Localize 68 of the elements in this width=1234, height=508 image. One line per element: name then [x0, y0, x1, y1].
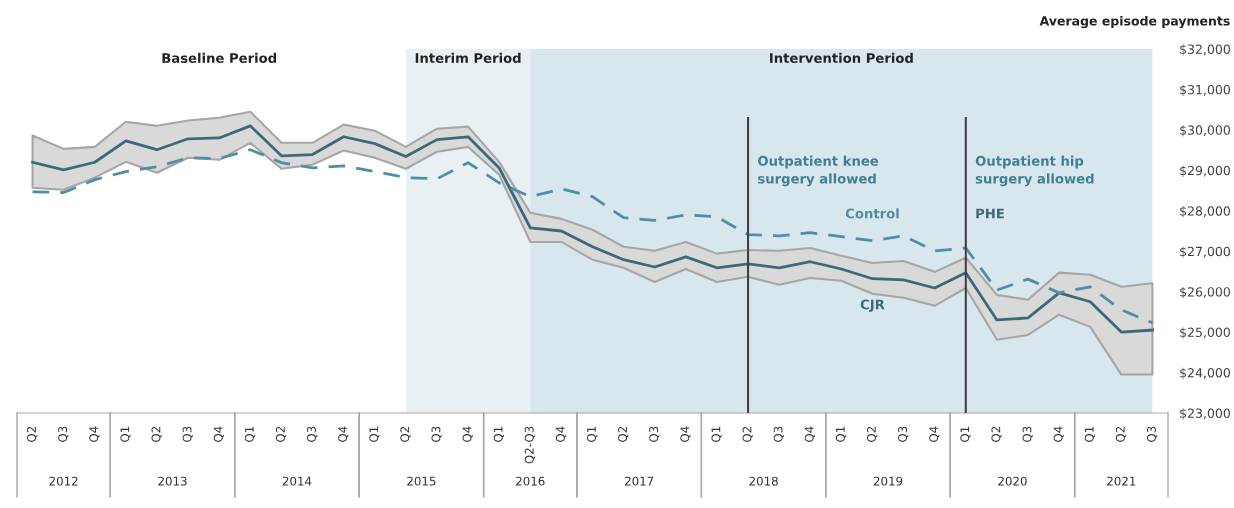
x-tick-label: Q4: [929, 426, 940, 442]
x-tick-label: Q3: [58, 426, 69, 442]
x-tick-label: Q2: [866, 426, 878, 442]
y-tick-label: $24,000: [1180, 367, 1230, 380]
x-tick-label: Q1: [369, 426, 380, 442]
y-tick-label: $25,000: [1180, 327, 1230, 339]
x-tick-label: Q1: [835, 426, 847, 442]
x-tick-label: Q1: [493, 426, 504, 442]
y-tick-label: $28,000: [1180, 206, 1230, 218]
x-tick-label: Q2: [275, 426, 287, 442]
x-tick-label: Q1: [1084, 426, 1096, 442]
y-tick-label: $31,000: [1180, 84, 1230, 97]
x-tick-label: Q1: [244, 426, 256, 442]
x-tick-label: Q3: [898, 426, 909, 442]
x-tick-label: Q3: [182, 426, 193, 442]
x-tick-label: Q4: [804, 426, 816, 442]
annotation: Outpatient hip surgery allowed: [975, 155, 1094, 187]
text: 2017: [625, 476, 654, 486]
x-tick-label: Q4: [1053, 426, 1064, 442]
x-tick-label: Q2: [27, 426, 38, 442]
x-tick-label: Q4: [338, 426, 349, 442]
x-tick-label: Q2: [400, 426, 411, 442]
y-tick-label: $23,000: [1180, 408, 1230, 420]
x-tick-label: Q1: [120, 426, 131, 442]
y-tick-label: $26,000: [1180, 286, 1230, 299]
x-tick-label: Q3: [1022, 426, 1033, 442]
annotation: PHE: [976, 208, 1004, 219]
x-tick-label: Q4: [680, 426, 691, 442]
x-tick-label: Q2-Q3: [524, 426, 536, 464]
x-tick-label: Q3: [307, 426, 318, 442]
x-tick-label: Q4: [462, 426, 473, 442]
y-tick-label: $27,000: [1180, 246, 1230, 258]
x-tick-label: Q4: [555, 426, 567, 442]
x-tick-label: Q2: [742, 426, 753, 442]
x-tick-label: Q4: [213, 426, 224, 442]
text: 2020: [998, 476, 1027, 486]
x-tick-label: Q2: [991, 426, 1002, 442]
annotation: Control: [845, 208, 899, 219]
line-series: [31, 148, 1154, 325]
y-tick-label: $32,000: [1180, 44, 1230, 56]
x-tick-label: Q1: [587, 426, 598, 442]
x-tick-label: Q3: [431, 426, 442, 442]
annotation: Baseline Period: [162, 52, 277, 64]
text: 2015: [407, 476, 436, 486]
line-series: [31, 124, 1154, 334]
annotation: Intervention Period: [770, 52, 913, 64]
x-tick-label: Q1: [711, 426, 722, 442]
x-tick-label: Q3: [649, 426, 660, 442]
text: 2019: [873, 476, 903, 486]
x-tick-label: Q1: [960, 426, 971, 442]
y-tick-label: $30,000: [1180, 125, 1230, 137]
text: 2016: [516, 476, 545, 486]
x-tick-label: Q3: [773, 426, 784, 442]
y-tick-label: $29,000: [1180, 165, 1230, 177]
annotation: CJR: [860, 299, 885, 312]
x-tick-label: Q2: [151, 426, 162, 442]
text: 2012: [49, 476, 78, 486]
text: 2021: [1107, 476, 1136, 486]
x-tick-label: Q3: [1146, 426, 1158, 442]
annotation: Interim Period: [415, 52, 521, 64]
text: 2018: [749, 476, 778, 486]
text: 2013: [158, 476, 187, 486]
y-axis-title: Average episode payments: [1039, 15, 1230, 29]
text: 2014: [282, 476, 312, 486]
x-tick-label: Q2: [618, 426, 629, 442]
x-tick-label: Q2: [1115, 426, 1127, 442]
annotation: Outpatient knee surgery allowed: [758, 155, 879, 187]
x-tick-label: Q4: [89, 426, 100, 442]
